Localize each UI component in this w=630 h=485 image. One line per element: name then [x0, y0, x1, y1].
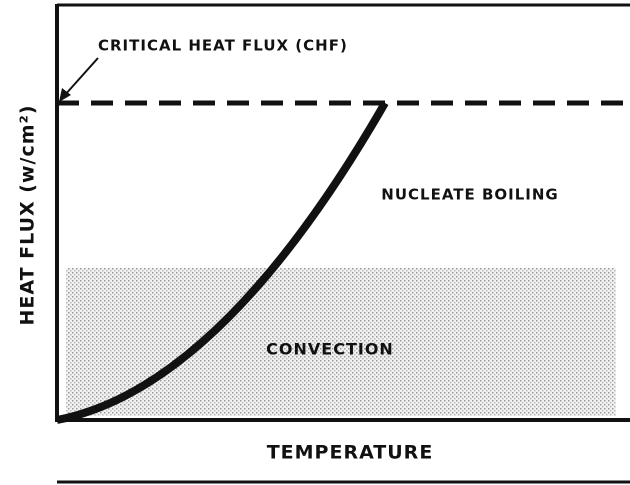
chf-label: CRITICAL HEAT FLUX (CHF) — [98, 37, 348, 55]
convection-label: CONVECTION — [266, 340, 394, 359]
nucleate-label: NUCLEATE BOILING — [381, 186, 558, 204]
y-axis-label: HEAT FLUX (w/cm²) — [17, 104, 39, 325]
x-axis-label: TEMPERATURE — [267, 442, 434, 464]
convection-region — [66, 268, 616, 416]
chf-arrowhead — [59, 88, 71, 102]
chf-arrow — [63, 57, 99, 97]
boiling-curve — [56, 101, 389, 424]
